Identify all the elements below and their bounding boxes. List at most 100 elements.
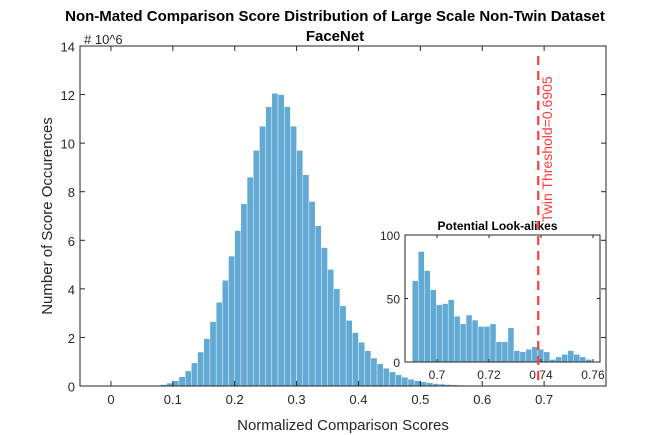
y-axis-label: Number of Score Occurences xyxy=(39,117,56,315)
histogram-bar xyxy=(471,319,479,363)
histogram-bar xyxy=(184,370,192,387)
histogram-bar xyxy=(413,380,421,387)
histogram-bar xyxy=(389,371,396,387)
histogram-bar xyxy=(418,251,425,363)
histogram-bar xyxy=(364,350,372,387)
y-tick-label: 10 xyxy=(61,137,75,152)
y-tick-label: 4 xyxy=(68,282,75,297)
histogram-bar xyxy=(321,247,328,387)
histogram-bar xyxy=(420,381,427,387)
main-plot: 0 0.1 0.2 0.3 0.4 0.5 0.6 0.7 0 2 4 6 8 10 12 14 xyxy=(61,40,607,407)
x-tick-label: 0.76 xyxy=(581,368,605,382)
histogram-bar xyxy=(501,341,509,363)
x-axis-label: Normalized Comparison Scores xyxy=(237,417,449,434)
x-tick-label: 0.72 xyxy=(477,368,501,382)
histogram-bar xyxy=(345,320,353,387)
histogram-bar xyxy=(459,323,467,363)
x-tick-label: 0.4 xyxy=(349,392,367,407)
histogram-bar xyxy=(567,350,574,363)
y-tick-label: 0 xyxy=(393,356,400,370)
y-multiplier: # 10^6 xyxy=(84,32,123,47)
x-tick-label: 0.7 xyxy=(535,392,553,407)
histogram-bar xyxy=(424,270,431,363)
histogram-bar xyxy=(302,174,310,387)
y-tick-label: 14 xyxy=(61,40,75,55)
histogram-bar xyxy=(483,326,491,363)
histogram-bar xyxy=(284,106,291,387)
histogram-bar xyxy=(395,374,402,387)
histogram-bar xyxy=(228,255,235,387)
histogram-bar xyxy=(401,377,409,387)
inset-title: Potential Look-alikes xyxy=(437,219,557,233)
histogram-bar xyxy=(259,125,266,387)
histogram-bar xyxy=(447,299,455,363)
histogram-bar xyxy=(314,225,322,387)
histogram-bar xyxy=(222,280,229,387)
histogram-bar xyxy=(465,314,473,363)
histogram-bar xyxy=(531,346,539,363)
inset-plot: 0.7 0.72 0.74 0.76 0 50 100 xyxy=(380,229,605,382)
histogram-bar xyxy=(358,342,365,387)
histogram-bar xyxy=(265,106,273,387)
histogram-bar xyxy=(172,380,180,387)
histogram-bar xyxy=(352,332,359,387)
x-tick-label: 0.7 xyxy=(429,368,446,382)
histogram-bar xyxy=(327,269,334,387)
histogram-bar xyxy=(240,203,248,387)
y-tick-label: 8 xyxy=(68,185,75,200)
x-tick-label: 0.2 xyxy=(226,392,244,407)
histogram-bar xyxy=(453,316,461,363)
histogram-bar xyxy=(555,356,562,363)
histogram-bar xyxy=(178,376,186,387)
histogram-bar xyxy=(209,321,217,387)
axes-box xyxy=(79,45,607,387)
histogram-bar xyxy=(215,302,223,387)
histogram-bar xyxy=(513,350,521,363)
histogram-bar xyxy=(383,368,390,387)
histogram-bar xyxy=(234,230,242,387)
histogram-bar xyxy=(246,176,254,387)
histogram-bar xyxy=(290,125,297,387)
bars xyxy=(412,251,592,363)
histogram-bar xyxy=(296,150,303,387)
histogram-bar xyxy=(525,349,533,363)
histogram-bar xyxy=(412,280,419,363)
histogram-bar xyxy=(495,341,503,363)
x-tick-label: 0.3 xyxy=(288,392,306,407)
histogram-bar xyxy=(430,289,437,363)
chart-title: Non-Mated Comparison Score Distribution … xyxy=(65,8,605,25)
histogram-bar xyxy=(579,356,586,363)
histogram-bar xyxy=(477,326,485,363)
x-tick-label: 0.74 xyxy=(529,368,553,382)
chart-subtitle: FaceNet xyxy=(306,28,364,45)
histogram-bar xyxy=(333,288,341,387)
y-tick-label: 12 xyxy=(61,88,75,103)
histogram-bar xyxy=(407,379,415,387)
histogram-bar xyxy=(561,354,568,363)
threshold-label: Twin Threshold=0.6905 xyxy=(539,76,555,222)
x-tick-label: 0.1 xyxy=(164,392,182,407)
histogram-bar xyxy=(543,351,551,363)
histogram-bar xyxy=(489,323,497,363)
y-tick-label: 2 xyxy=(68,331,75,346)
x-tick-label: 0.6 xyxy=(473,392,491,407)
y-tick-label: 6 xyxy=(68,234,75,249)
histogram-bar xyxy=(203,338,211,387)
y-tick-label: 0 xyxy=(68,380,75,395)
histogram-bar xyxy=(507,327,515,363)
histogram-bar xyxy=(573,354,580,363)
x-tick-label: 0.5 xyxy=(411,392,429,407)
histogram-bar xyxy=(253,150,260,387)
histogram-bar xyxy=(376,363,384,387)
y-tick-label: 50 xyxy=(387,293,401,307)
y-tick-label: 100 xyxy=(380,229,400,243)
histogram-bar xyxy=(441,303,449,363)
histogram-bar xyxy=(271,93,279,387)
histogram-bar xyxy=(436,304,443,363)
histogram-bar xyxy=(191,362,198,387)
histogram-bar xyxy=(370,357,378,387)
histogram-bar xyxy=(197,351,204,387)
histogram-bar xyxy=(277,94,285,387)
histogram-bar xyxy=(339,305,347,387)
